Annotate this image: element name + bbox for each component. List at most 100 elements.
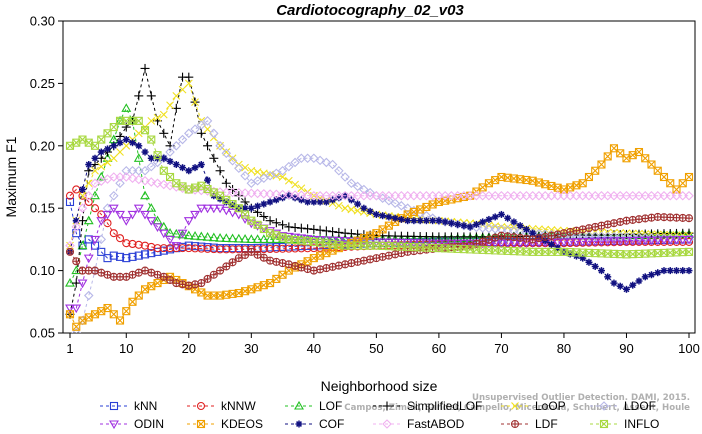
point-odin-5 xyxy=(90,235,100,245)
point-ldof-69 xyxy=(490,224,500,234)
point-ldf-40 xyxy=(309,266,318,275)
point-odin-4 xyxy=(83,254,94,264)
point-ldf-1 xyxy=(65,247,75,256)
point-cof-17 xyxy=(166,157,174,165)
point-cof-33 xyxy=(266,198,274,206)
point-ldf-23 xyxy=(203,274,212,283)
point-ldf-46 xyxy=(347,259,356,268)
point-odin-21 xyxy=(190,210,200,220)
point-ldof-21 xyxy=(190,124,200,134)
x-tick-label: 90 xyxy=(619,341,633,356)
y-tick-label: 0.10 xyxy=(30,263,55,278)
point-lof-10 xyxy=(121,103,132,112)
point-simplifiedlof-33 xyxy=(265,216,275,226)
point-loop-37 xyxy=(291,180,299,189)
point-lof-56 xyxy=(408,234,419,243)
x-tick-label: 60 xyxy=(432,341,446,356)
point-ldof-61 xyxy=(440,217,450,227)
point-cof-5 xyxy=(91,154,99,162)
point-cof-52 xyxy=(385,213,393,221)
point-loop-31 xyxy=(253,168,262,176)
point-odin-89 xyxy=(615,237,626,246)
point-ldf-49 xyxy=(366,255,375,264)
point-ldof-20 xyxy=(184,128,194,139)
point-fastabod-36 xyxy=(284,189,294,200)
point-fastabod-33 xyxy=(265,189,275,199)
point-knnw-10 xyxy=(122,239,131,248)
point-simplifiedlof-24 xyxy=(209,153,219,163)
point-odin-57 xyxy=(415,239,426,248)
point-fastabod-76 xyxy=(534,190,544,201)
point-cof-20 xyxy=(185,167,193,175)
point-loop-45 xyxy=(341,204,350,213)
point-ldof-82 xyxy=(571,231,582,241)
point-ldf-80 xyxy=(559,229,568,238)
point-ldf-19 xyxy=(178,280,187,289)
legend-item-simplifiedlof: SimplifiedLOF xyxy=(373,399,482,413)
point-simplifiedlof-42 xyxy=(321,226,331,236)
point-lof-6 xyxy=(96,171,107,181)
point-ldf-51 xyxy=(378,252,387,261)
point-ldof-45 xyxy=(340,172,350,182)
point-simplifiedlof-34 xyxy=(271,218,281,228)
point-fastabod-38 xyxy=(296,190,307,200)
chart-title: Cardiotocography_02_v03 xyxy=(276,2,464,19)
point-ldf-25 xyxy=(216,266,225,275)
point-cof-50 xyxy=(372,210,380,218)
point-ldf-88 xyxy=(609,219,619,228)
point-ldf-33 xyxy=(266,256,275,265)
point-lof-23 xyxy=(202,232,213,241)
point-cof-86 xyxy=(597,267,605,275)
point-fastabod-94 xyxy=(646,190,657,201)
y-tick-label: 0.20 xyxy=(30,138,55,153)
point-ldof-91 xyxy=(627,232,638,242)
legend-item-cof: COF xyxy=(285,417,344,431)
point-fastabod-9 xyxy=(115,172,125,182)
point-cof-74 xyxy=(522,225,530,233)
point-knnw-37 xyxy=(291,244,300,253)
point-loop-10 xyxy=(122,141,131,150)
point-fastabod-95 xyxy=(652,190,663,201)
point-fastabod-61 xyxy=(440,190,450,201)
point-cof-90 xyxy=(622,285,630,293)
point-loop-46 xyxy=(347,205,356,214)
point-cof-78 xyxy=(547,240,555,248)
point-ldf-47 xyxy=(353,257,362,266)
point-knnw-15 xyxy=(153,244,162,253)
series-layer xyxy=(65,63,694,333)
y-axis: 0.05 0.10 0.15 0.20 0.25 0.30 xyxy=(30,14,63,341)
point-fastabod-85 xyxy=(590,190,600,201)
point-knn-12 xyxy=(134,251,143,260)
point-ldof-26 xyxy=(221,148,232,159)
point-ldof-42 xyxy=(321,157,332,168)
point-ldf-77 xyxy=(541,232,550,241)
point-odin-84 xyxy=(584,237,594,247)
legend-swatch-marker xyxy=(382,401,392,411)
point-lof-21 xyxy=(190,231,200,240)
point-cof-49 xyxy=(366,207,374,215)
point-odin-45 xyxy=(340,237,351,246)
point-fastabod-58 xyxy=(421,190,432,201)
point-ldof-52 xyxy=(384,195,394,206)
point-odin-86 xyxy=(596,237,607,247)
point-ldof-23 xyxy=(202,116,213,126)
point-odin-91 xyxy=(627,236,638,246)
point-odin-93 xyxy=(640,236,651,246)
point-fastabod-50 xyxy=(371,190,382,201)
point-ldf-34 xyxy=(272,257,281,266)
point-ldof-28 xyxy=(234,163,244,174)
point-fastabod-78 xyxy=(546,190,557,201)
point-ldof-55 xyxy=(402,203,413,213)
point-cof-92 xyxy=(635,277,643,285)
point-ldof-4 xyxy=(83,290,94,301)
legend-swatch-marker xyxy=(599,401,609,411)
point-ldf-86 xyxy=(597,221,606,230)
point-cof-9 xyxy=(116,139,124,147)
point-ldof-10 xyxy=(121,165,132,176)
point-ldof-68 xyxy=(484,223,494,234)
legend-swatch-marker xyxy=(510,419,520,429)
y-tick-label: 0.05 xyxy=(30,326,55,341)
y-tick-label: 0.25 xyxy=(30,76,55,91)
point-ldof-85 xyxy=(590,231,600,242)
point-lof-24 xyxy=(208,232,219,242)
